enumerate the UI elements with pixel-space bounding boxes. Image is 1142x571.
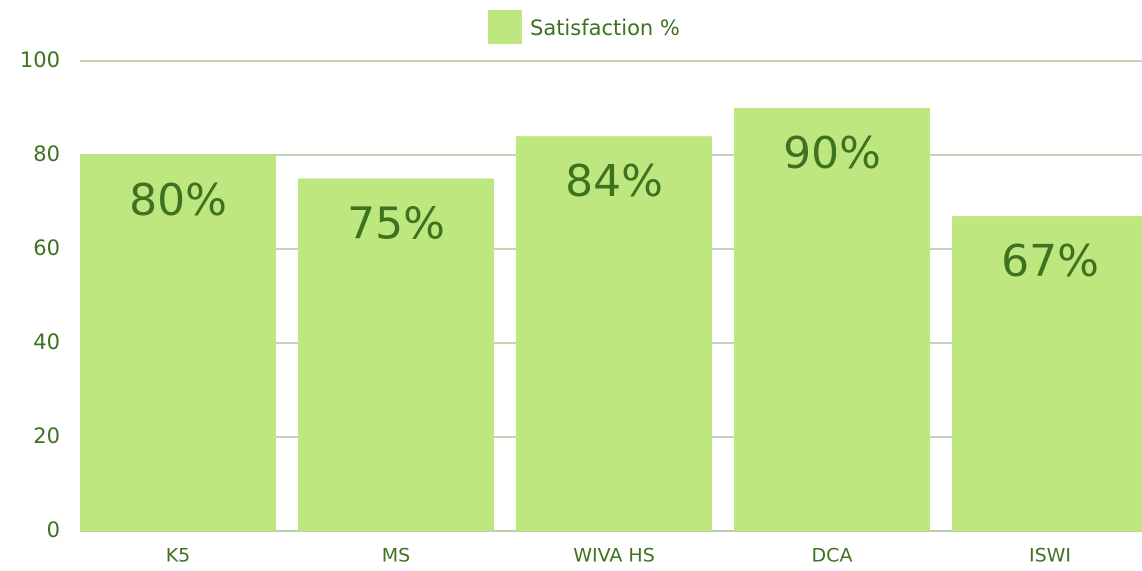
x-tick-label: MS: [382, 545, 410, 567]
legend-label: Satisfaction %: [530, 16, 680, 40]
data-label: 80%: [129, 175, 227, 226]
x-tick-label: ISWI: [1029, 545, 1071, 567]
bar: [516, 136, 712, 531]
data-label: 90%: [783, 128, 881, 179]
bar: [734, 108, 930, 531]
x-tick-label: K5: [166, 545, 191, 567]
legend-swatch: [488, 10, 522, 44]
data-label: 67%: [1001, 236, 1099, 287]
y-tick-label: 40: [33, 330, 60, 354]
data-label: 84%: [565, 156, 663, 207]
bar: [80, 155, 276, 531]
y-tick-label: 60: [33, 236, 60, 260]
y-tick-label: 0: [47, 518, 60, 542]
x-tick-label: WIVA HS: [573, 545, 655, 567]
y-tick-label: 80: [33, 142, 60, 166]
data-label: 75%: [347, 199, 445, 250]
y-tick-label: 100: [20, 48, 60, 72]
bar: [952, 216, 1142, 531]
y-tick-label: 20: [33, 424, 60, 448]
bar: [298, 178, 494, 531]
x-tick-label: DCA: [812, 545, 853, 567]
